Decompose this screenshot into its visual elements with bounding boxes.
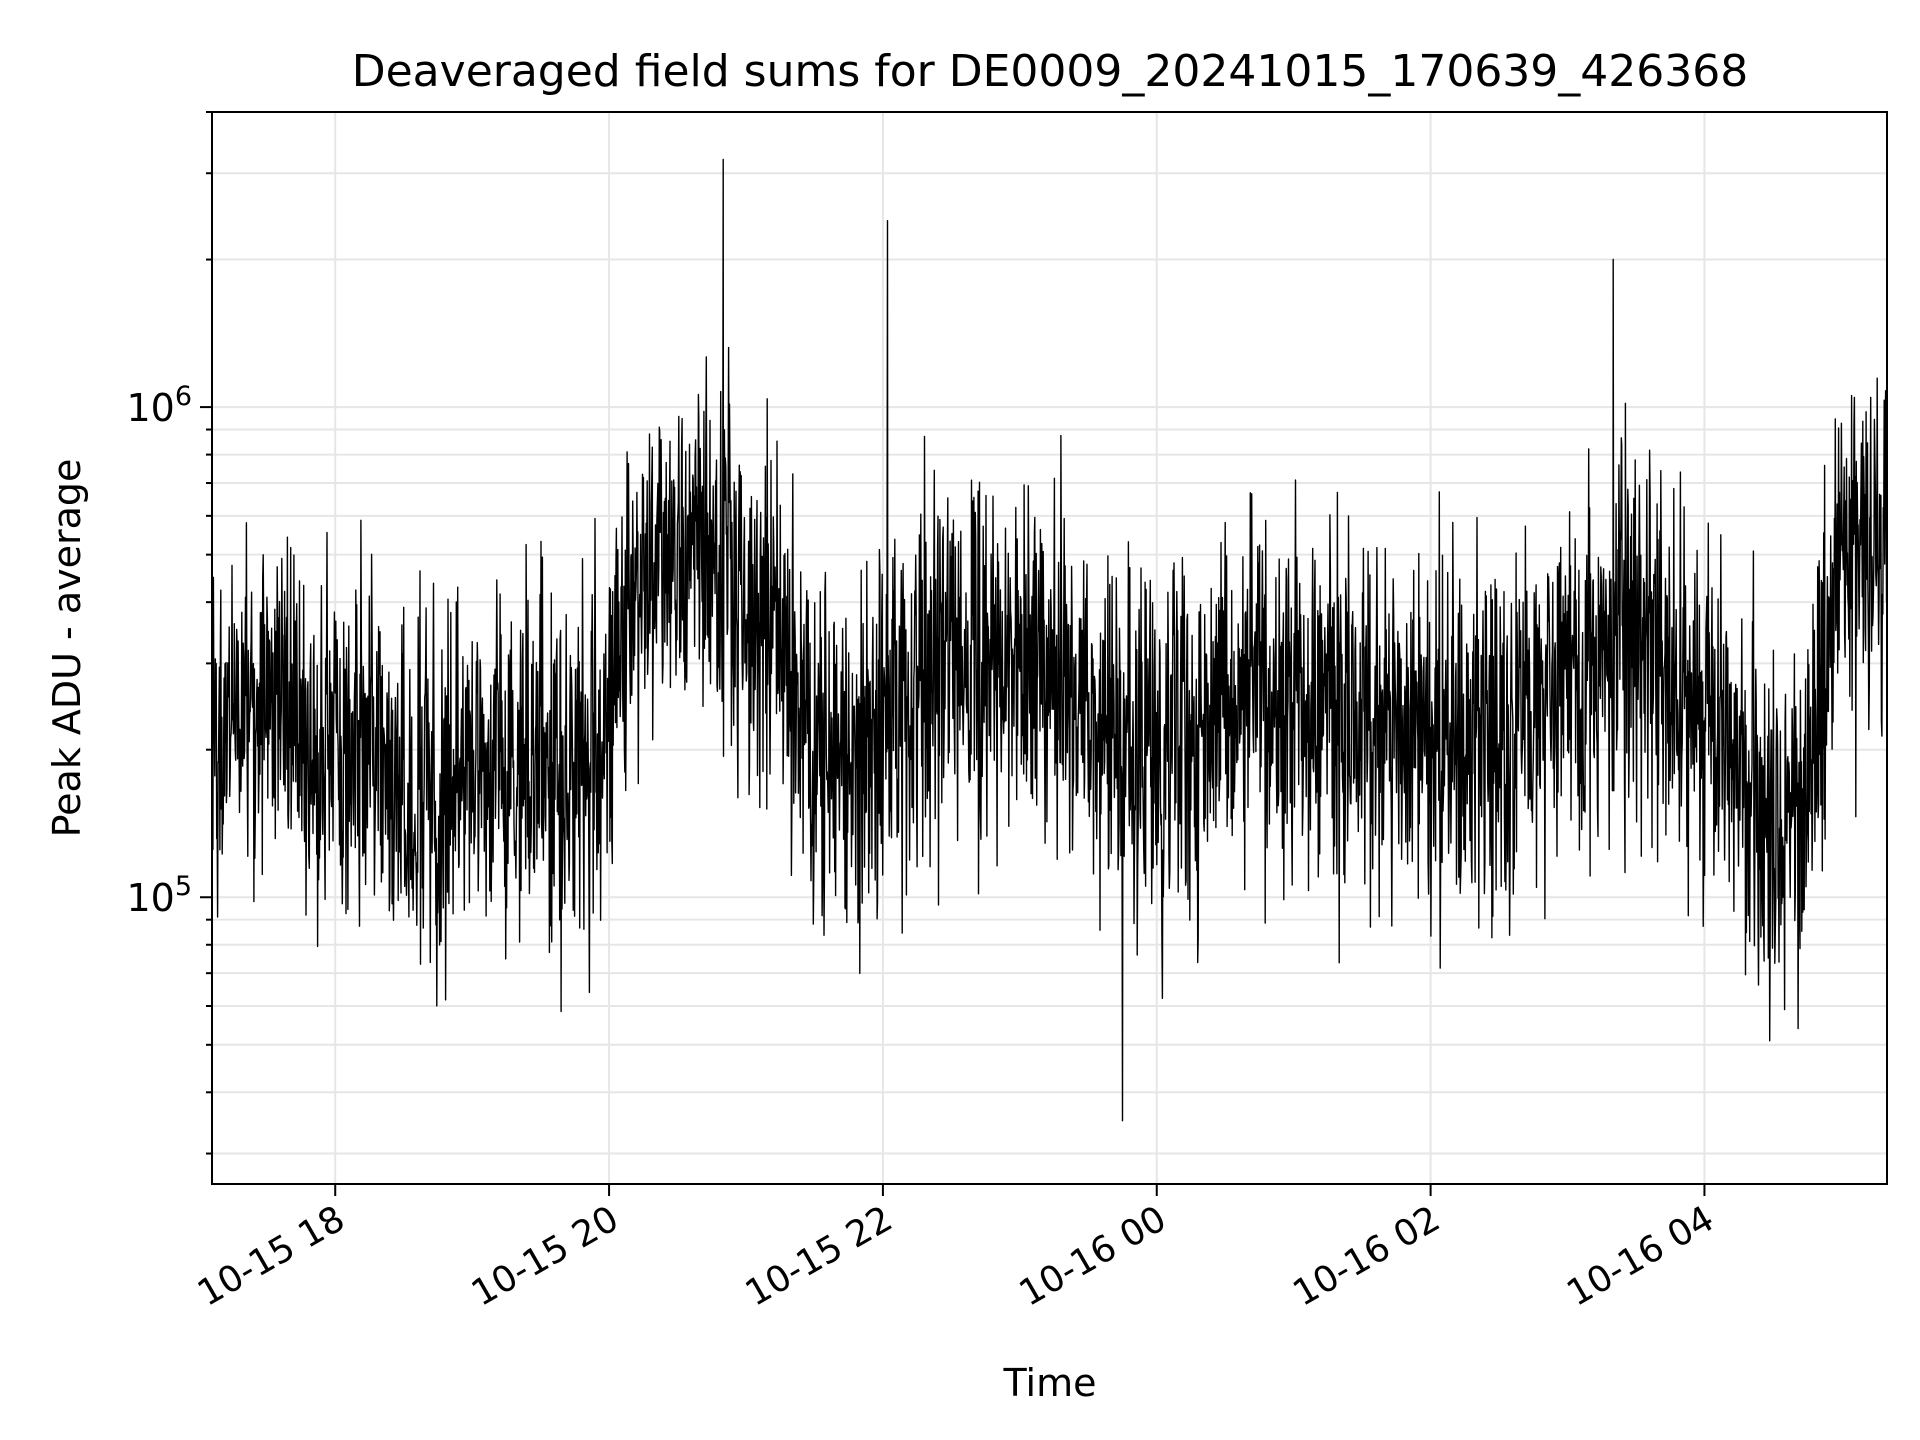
y-axis-ticks: 105 106: [126, 111, 212, 1155]
x-axis-label: Time: [1003, 1361, 1097, 1405]
plot-frame: [211, 111, 1888, 1185]
y-tick-label: 105: [126, 871, 192, 920]
y-axis-label: Peak ADU - average: [45, 459, 89, 838]
chart-title: Deaveraged field sums for DE0009_2024101…: [352, 46, 1749, 97]
series-line: [211, 158, 1888, 1122]
y-tick-label: 106: [126, 381, 192, 430]
